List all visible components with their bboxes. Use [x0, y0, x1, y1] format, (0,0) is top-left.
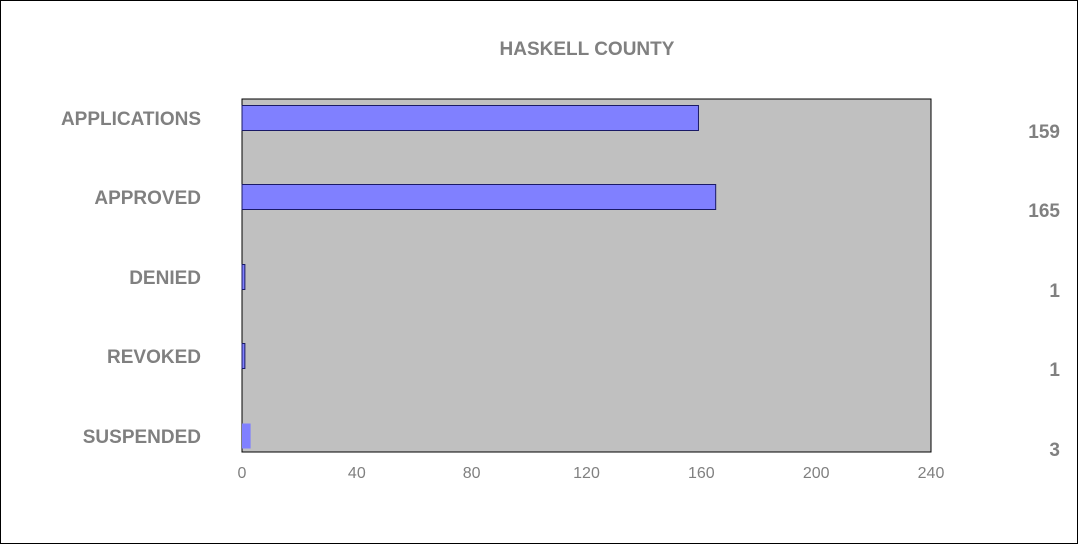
x-tick-label: 160 [688, 465, 715, 482]
value-label-applications: 159 [1028, 122, 1060, 143]
category-label-approved: APPROVED [94, 188, 201, 209]
value-label-revoked: 1 [1049, 360, 1060, 381]
bar-denied [241, 264, 246, 290]
value-labels: 159 165 1 1 3 [1028, 122, 1060, 461]
x-tick-label: 120 [573, 465, 600, 482]
category-labels: APPLICATIONS APPROVED DENIED REVOKED SUSPEND… [61, 109, 201, 448]
x-tick-label: 0 [238, 465, 247, 482]
category-label-revoked: REVOKED [107, 347, 201, 368]
category-label-denied: DENIED [129, 268, 201, 289]
value-label-denied: 1 [1049, 281, 1060, 302]
category-label-applications: APPLICATIONS [61, 109, 201, 130]
x-tick-label: 80 [463, 465, 481, 482]
x-axis-ticks: 0 40 80 120 160 200 240 [238, 465, 945, 482]
plot-area [241, 98, 932, 453]
x-tick-label: 40 [348, 465, 366, 482]
chart-title: HASKELL COUNTY [500, 39, 675, 60]
bar-applications [241, 105, 699, 131]
x-tick-label: 200 [803, 465, 830, 482]
bar-revoked [241, 343, 246, 369]
bar-suspended [242, 423, 251, 449]
bar-approved [241, 184, 717, 210]
value-label-suspended: 3 [1049, 440, 1060, 461]
x-tick-label: 240 [918, 465, 945, 482]
value-label-approved: 165 [1028, 201, 1060, 222]
category-label-suspended: SUSPENDED [83, 427, 201, 448]
bars [241, 105, 717, 449]
